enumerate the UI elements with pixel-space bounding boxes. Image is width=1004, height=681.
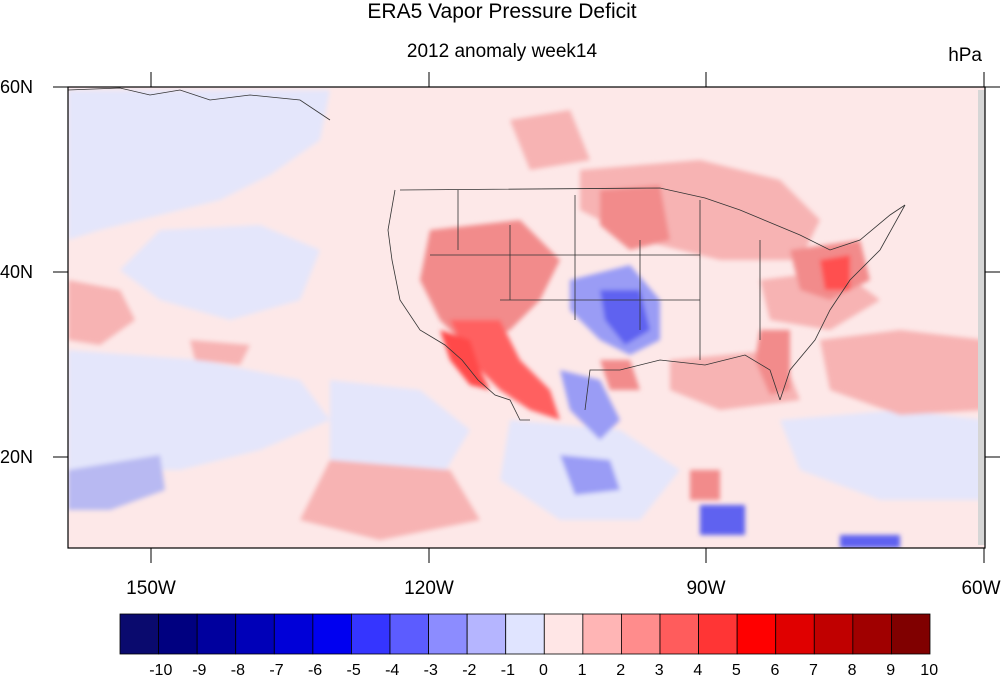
- colorbar-swatch: [543, 613, 584, 655]
- lon-label-60w: 60W: [961, 578, 1001, 599]
- colorbar-swatch: [389, 613, 429, 655]
- colorbar-swatch: [235, 613, 275, 655]
- colorbar-tick-label: -9: [192, 662, 207, 679]
- axis-ticks: [53, 72, 1000, 563]
- colorbar-swatch: [196, 613, 237, 655]
- colorbar-swatch: [659, 613, 699, 655]
- units-label: hPa: [948, 45, 982, 66]
- colorbar-tick-label: 1: [577, 662, 587, 679]
- colorbar-swatch: [852, 613, 892, 655]
- colorbar-swatch: [466, 613, 507, 655]
- map-subtitle: 2012 anomaly week14: [406, 41, 598, 62]
- colorbar-tick-label: -5: [346, 662, 361, 679]
- colorbar-tick-label: -6: [307, 662, 323, 679]
- colorbar-swatch: [505, 613, 545, 655]
- colorbar-swatch: [813, 613, 854, 655]
- colorbar-swatch: [119, 613, 159, 655]
- colorbar-tick-label: 8: [847, 662, 857, 679]
- map-title: ERA5 Vapor Pressure Deficit: [367, 0, 637, 23]
- colorbar-tick-label: -4: [385, 662, 400, 679]
- lat-label-20n: 20N: [0, 447, 34, 467]
- colorbar-tick-label: -8: [230, 662, 246, 679]
- colorbar-tick-label: -7: [269, 662, 284, 679]
- colorbar-tick-label: -10: [149, 662, 173, 679]
- colorbar-swatch: [158, 613, 198, 655]
- colorbar-swatch: [891, 613, 931, 655]
- coastlines: [68, 87, 906, 421]
- colorbar-tick-label: 5: [731, 662, 741, 679]
- lat-label-60n: 60N: [0, 77, 34, 97]
- colorbar-tick-label: -3: [423, 662, 438, 679]
- colorbar-swatch: [312, 613, 352, 655]
- anomaly-field: [68, 87, 985, 548]
- colorbar-swatch: [698, 613, 738, 655]
- missing-data-strip: [978, 90, 985, 545]
- colorbar-tick-label: 7: [809, 662, 818, 679]
- map-frame: [67, 86, 986, 549]
- colorbar-tick-label: -1: [500, 662, 516, 679]
- colorbar-swatch: [582, 613, 622, 655]
- colorbar-swatch: [273, 613, 314, 655]
- lon-label-90w: 90W: [686, 578, 726, 599]
- colorbar-tick-label: 10: [920, 662, 939, 679]
- colorbar-tick-label: 0: [539, 662, 548, 679]
- colorbar-tick-label: 2: [616, 662, 626, 679]
- colorbar-swatch: [621, 613, 661, 655]
- colorbar-tick-label: 4: [693, 662, 703, 679]
- colorbar-tick-label: -2: [462, 662, 477, 679]
- colorbar: [119, 613, 931, 655]
- lat-label-40n: 40N: [0, 262, 34, 282]
- colorbar-swatch: [736, 613, 777, 655]
- colorbar-tick-label: 9: [886, 662, 896, 679]
- colorbar-tick-label: 3: [654, 662, 664, 679]
- lon-label-150w: 150W: [126, 578, 176, 599]
- lon-label-120w: 120W: [404, 578, 454, 599]
- colorbar-swatch: [351, 613, 391, 655]
- colorbar-swatch: [428, 613, 468, 655]
- colorbar-tick-label: 6: [770, 662, 780, 679]
- colorbar-swatch: [775, 613, 815, 655]
